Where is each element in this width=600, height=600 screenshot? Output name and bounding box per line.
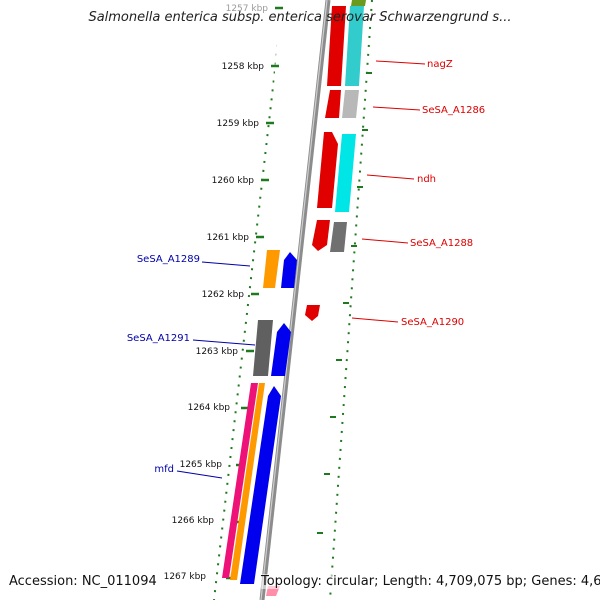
kbp-label: 1262 kbp xyxy=(202,290,245,300)
gene-SeSA_A1286-grey[interactable] xyxy=(342,90,359,118)
minor-ticks xyxy=(317,72,372,534)
kbp-label: 1263 kbp xyxy=(196,347,239,357)
gene-ndh-red[interactable] xyxy=(317,132,338,208)
genome-backbone xyxy=(259,0,331,600)
reverse-leader-lines xyxy=(176,261,256,479)
gene-SeSA_A1289-blue[interactable] xyxy=(281,252,297,288)
forward-strand-genes xyxy=(305,0,366,321)
gene-label[interactable]: nagZ xyxy=(427,59,453,70)
outer-right-track xyxy=(329,0,373,600)
reverse-strand-genes xyxy=(222,250,297,584)
kbp-label: 1266 kbp xyxy=(172,516,215,526)
gene-label[interactable]: SeSA_A1286 xyxy=(422,105,485,116)
gene-label[interactable]: SeSA_A1288 xyxy=(410,238,473,249)
map-title: Salmonella enterica subsp. enterica sero… xyxy=(88,10,512,25)
reverse-gene-labels: SeSA_A1289 SeSA_A1291 mfd xyxy=(127,254,200,475)
forward-gene-labels: nagZ SeSA_A1286 ndh SeSA_A1288 SeSA_A129… xyxy=(401,59,485,328)
gene-label[interactable]: SeSA_A1289 xyxy=(137,254,200,265)
backbone-highlight xyxy=(260,0,328,600)
gene-nagZ-red[interactable] xyxy=(327,6,346,86)
kbp-label: 1265 kbp xyxy=(180,460,223,470)
kbp-label-group: 1257 kbp 1258 kbp 1259 kbp 1260 kbp 1261… xyxy=(164,4,269,582)
accession-text: Accession: NC_011094 xyxy=(9,574,157,589)
gene-SeSA_A1288-grey[interactable] xyxy=(330,222,347,252)
outer-left-track xyxy=(213,0,284,600)
kbp-label: 1258 kbp xyxy=(222,62,265,72)
gene-SeSA_A1289-orange[interactable] xyxy=(263,250,280,288)
gene-mfd-orange[interactable] xyxy=(230,383,265,580)
forward-leader-lines xyxy=(351,60,426,323)
gene-label[interactable]: mfd xyxy=(154,464,174,475)
topology-text: Topology: circular; Length: 4,709,075 bp… xyxy=(261,574,600,589)
gene-mfd-magenta[interactable] xyxy=(222,383,258,578)
gene-SeSA_A1288-red[interactable] xyxy=(312,220,330,251)
gene-SeSA_A1291-grey[interactable] xyxy=(253,320,273,376)
kbp-label: 1259 kbp xyxy=(217,119,260,129)
gene-SeSA_A1286-red[interactable] xyxy=(325,90,341,118)
kbp-label: 1264 kbp xyxy=(188,403,231,413)
gene-label[interactable]: SeSA_A1290 xyxy=(401,317,464,328)
gene-SeSA_A1291-blue[interactable] xyxy=(271,323,291,376)
gene-mfd-blue[interactable] xyxy=(240,386,281,584)
kbp-label: 1257 kbp xyxy=(226,4,269,14)
gene-top-green[interactable] xyxy=(351,0,366,6)
kbp-label: 1260 kbp xyxy=(212,176,255,186)
kbp-label: 1267 kbp xyxy=(164,572,207,582)
gene-label[interactable]: SeSA_A1291 xyxy=(127,333,190,344)
kbp-label: 1261 kbp xyxy=(207,233,250,243)
gene-SeSA_A1290-red[interactable] xyxy=(305,305,320,321)
gene-label[interactable]: ndh xyxy=(417,174,436,185)
gene-nagZ-cyan[interactable] xyxy=(345,6,364,86)
gene-ndh-cyan[interactable] xyxy=(335,134,356,212)
